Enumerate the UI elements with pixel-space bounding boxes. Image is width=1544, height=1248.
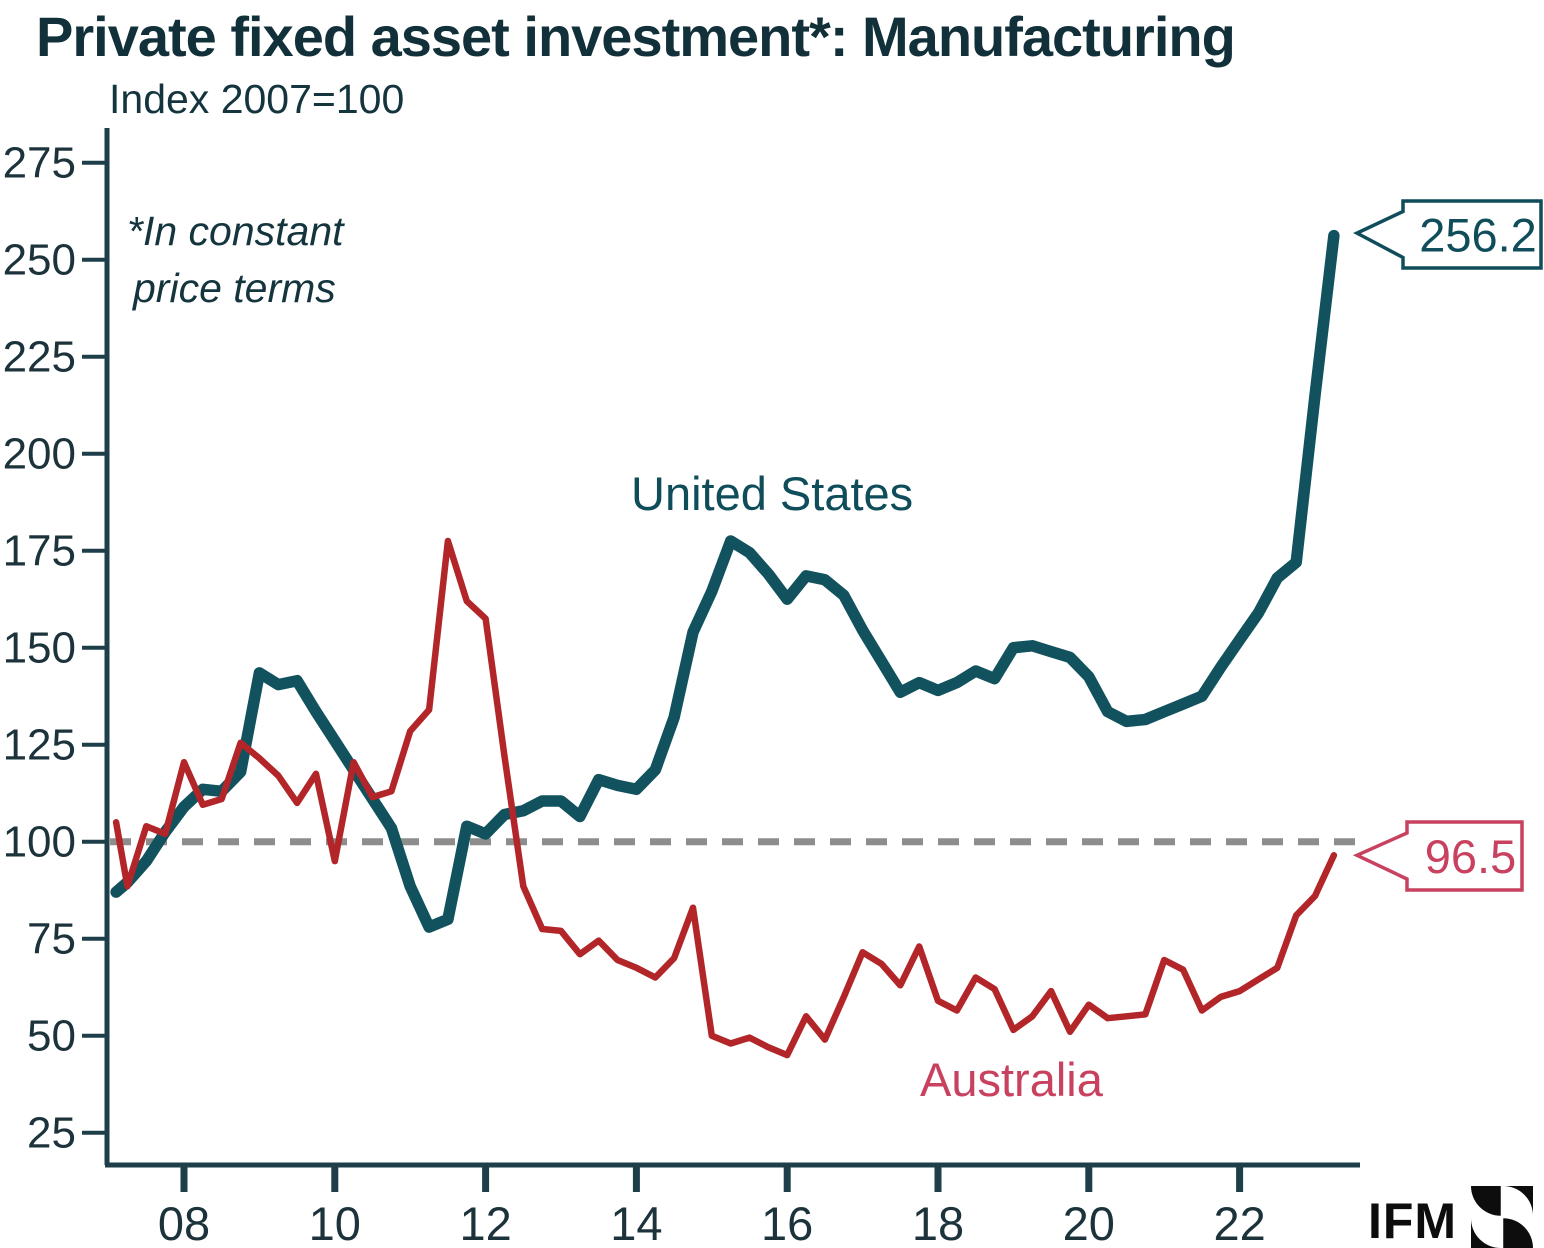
x-axis-tick-label-14: 14 <box>610 1197 662 1248</box>
x-axis-tick-label-12: 12 <box>459 1197 511 1248</box>
ifm-logo-icon <box>1471 1186 1534 1248</box>
y-axis-tick-label-225: 225 <box>3 333 76 382</box>
x-axis-tick-label-22: 22 <box>1213 1197 1265 1248</box>
brand-lockup: IFM <box>1368 1186 1534 1248</box>
footnote: *In constant price terms <box>127 203 344 316</box>
footnote-line-1: *In constant <box>127 208 344 254</box>
y-axis-tick-label-150: 150 <box>3 624 76 673</box>
y-axis-tick-label-250: 250 <box>3 236 76 285</box>
series-line-australia <box>112 537 1338 1059</box>
y-axis-tick-label-275: 275 <box>3 139 76 188</box>
callout-box-96.5 <box>1352 820 1524 892</box>
chart-title: Private fixed asset investment*: Manufac… <box>36 5 1236 68</box>
series-label-united-states: United States <box>631 467 914 520</box>
y-axis-tick-label-200: 200 <box>3 430 76 479</box>
x-axis-tick-label-08: 08 <box>158 1197 210 1248</box>
footnote-line-2: price terms <box>133 264 336 311</box>
y-axis-tick-label-125: 125 <box>3 721 76 770</box>
series-line-united-states <box>110 229 1340 933</box>
y-axis-unit-label: Index 2007=100 <box>109 76 405 122</box>
y-axis-tick-label-25: 25 <box>27 1109 76 1158</box>
callout-value-256.2: 256.2 <box>1419 209 1537 262</box>
y-axis-tick-label-100: 100 <box>3 818 76 867</box>
brand-name: IFM <box>1368 1193 1458 1248</box>
series-label-australia: Australia <box>920 1053 1103 1106</box>
y-axis-tick-label-50: 50 <box>27 1012 76 1061</box>
callout-box-256.2 <box>1353 199 1543 270</box>
x-axis-tick-label-18: 18 <box>912 1197 964 1248</box>
y-axis-tick-label-75: 75 <box>27 915 76 964</box>
x-axis-tick-label-16: 16 <box>761 1197 813 1248</box>
callout-value-96.5: 96.5 <box>1425 830 1516 883</box>
x-axis-tick-label-10: 10 <box>309 1197 361 1248</box>
y-axis-tick-label-175: 175 <box>3 527 76 576</box>
x-axis-tick-label-20: 20 <box>1063 1197 1115 1248</box>
